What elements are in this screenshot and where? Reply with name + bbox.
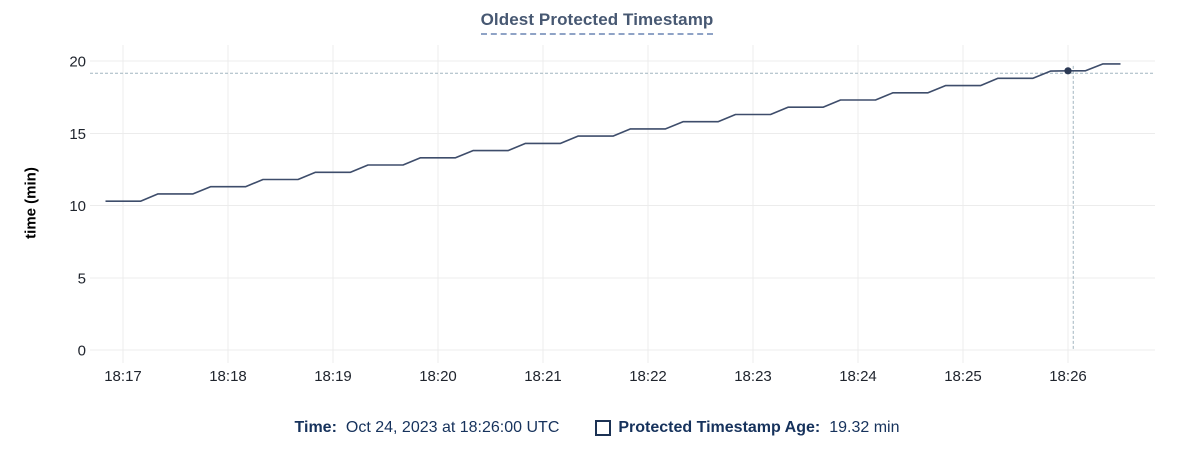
- chart-header: Oldest Protected Timestamp: [0, 10, 1194, 35]
- x-tick-label: 18:17: [104, 368, 142, 385]
- x-tick-label: 18:24: [839, 368, 877, 385]
- x-tick-label: 18:18: [209, 368, 247, 385]
- series-swatch-icon: [595, 420, 612, 436]
- hover-time-readout: Time: Oct 24, 2023 at 18:26:00 UTC: [295, 419, 560, 437]
- x-tick-label: 18:25: [944, 368, 982, 385]
- chart-title[interactable]: Oldest Protected Timestamp: [480, 10, 714, 35]
- x-tick-label: 18:20: [419, 368, 457, 385]
- series-legend-label: Protected Timestamp Age:: [618, 419, 821, 436]
- x-tick-label: 18:23: [734, 368, 772, 385]
- hover-point-dot: [1064, 67, 1072, 75]
- chart-legend: Time: Oct 24, 2023 at 18:26:00 UTC Prote…: [0, 419, 1194, 437]
- y-tick-label: 20: [69, 54, 86, 71]
- y-tick-label: 0: [78, 343, 86, 360]
- hover-time-value: Oct 24, 2023 at 18:26:00 UTC: [345, 419, 560, 436]
- hover-time-label: Time:: [294, 419, 337, 436]
- series-hover-value: 19.32 min: [829, 419, 900, 436]
- y-tick-label: 5: [78, 270, 86, 287]
- series-line-protected-timestamp-age: [105, 63, 1121, 202]
- y-tick-label: 15: [69, 126, 86, 143]
- x-tick-label: 18:21: [524, 368, 562, 385]
- x-tick-label: 18:22: [629, 368, 667, 385]
- y-tick-label: 10: [69, 198, 86, 215]
- legend-item-protected-timestamp-age[interactable]: Protected Timestamp Age: 19.32 min: [595, 419, 899, 437]
- x-tick-label: 18:26: [1049, 368, 1087, 385]
- x-tick-label: 18:19: [314, 368, 352, 385]
